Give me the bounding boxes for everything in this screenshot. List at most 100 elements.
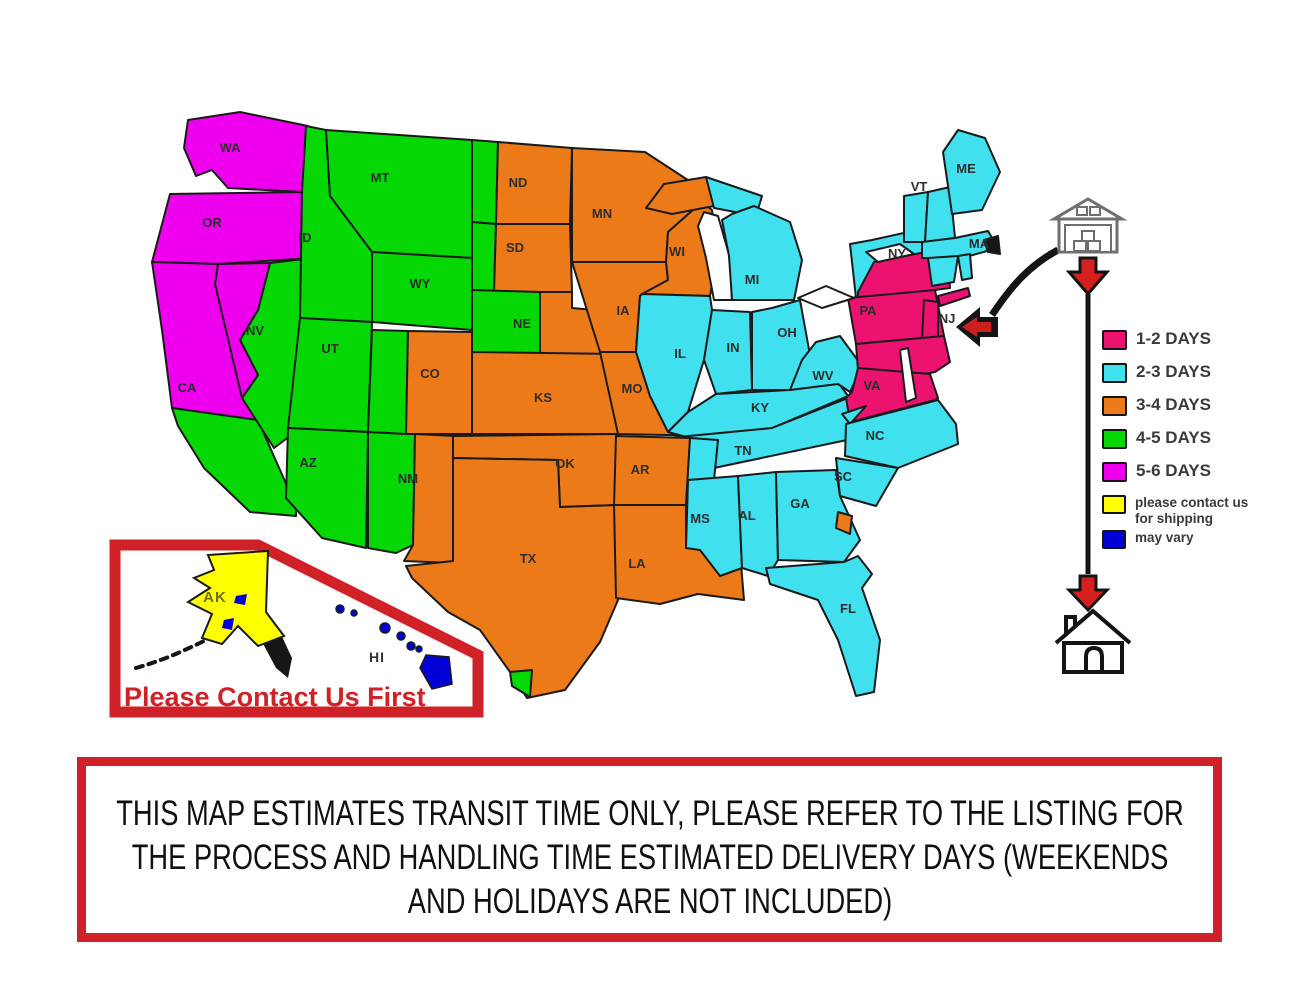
state-nd-e	[495, 141, 573, 225]
state-label-nd-e: ND	[509, 175, 528, 190]
state-label-ut: UT	[321, 341, 338, 356]
state-label-ne-w: NE	[513, 316, 531, 331]
state-label-ms: MS	[690, 511, 710, 526]
inset-border	[109, 539, 484, 718]
legend-item-4: 5-6 DAYS	[1102, 462, 1272, 482]
warehouse-box-right	[1087, 240, 1101, 252]
hawaii-island	[415, 645, 423, 653]
state-az	[285, 427, 369, 549]
hawaii-label: HI	[369, 649, 385, 665]
state-label-tn: TN	[734, 443, 751, 458]
state-wv	[789, 335, 863, 393]
alaska-lake-1	[234, 594, 247, 605]
state-label-wv: WV	[813, 368, 834, 383]
route-arrow	[956, 246, 1060, 347]
state-label-ia: IA	[617, 303, 631, 318]
state-label-in: IN	[727, 340, 740, 355]
state-label-vt: VT	[911, 179, 928, 194]
down-arrow-bottom-icon	[1065, 574, 1111, 613]
state-label-ga: GA	[790, 496, 810, 511]
state-label-nm-w: NM	[398, 471, 418, 486]
legend-label-4: 5-6 DAYS	[1136, 461, 1211, 480]
state-wy	[371, 251, 473, 331]
alaska-lake-2	[222, 618, 234, 630]
state-sd-e	[493, 223, 573, 293]
inset-box: AK HI Please Contact Us First	[109, 539, 484, 718]
route-arrow-curve	[989, 246, 1060, 317]
state-in	[703, 309, 753, 395]
state-nm-e	[403, 433, 456, 564]
state-va-tip	[841, 405, 867, 425]
house-icon	[1054, 608, 1132, 674]
state-label-id: ID	[299, 230, 312, 245]
state-label-mi: MI	[745, 272, 759, 287]
state-label-ok: OK	[555, 456, 575, 471]
down-arrow-top-icon	[1065, 256, 1111, 297]
warehouse-window-2	[1089, 206, 1101, 216]
state-label-nv-e: NV	[246, 323, 264, 338]
state-li	[937, 287, 971, 307]
hawaii-island	[350, 609, 358, 617]
state-label-ny: NY	[888, 246, 906, 261]
inset-note-text: Please Contact Us First	[124, 682, 426, 712]
hawaii-island	[379, 622, 391, 634]
state-me	[942, 129, 1001, 215]
legend-label-5: please contact us for shipping	[1135, 495, 1249, 526]
legend-swatch-1	[1102, 363, 1127, 383]
disclaimer-line-2: THE PROCESS AND HANDLING TIME ESTIMATED …	[131, 838, 1168, 877]
state-label-la: LA	[628, 556, 646, 571]
state-lake-mi	[697, 211, 733, 301]
state-ct	[927, 255, 959, 287]
legend-swatch-6	[1102, 530, 1126, 549]
hawaii-island	[406, 641, 416, 651]
legend-swatch-0	[1102, 330, 1127, 350]
state-sc	[835, 457, 899, 507]
state-label-az: AZ	[299, 455, 316, 470]
state-tx-tip	[509, 669, 533, 698]
hawaii-big-island	[419, 654, 453, 690]
hawaii-island	[335, 604, 345, 614]
state-mi	[721, 205, 803, 301]
left-arrow-fill	[962, 317, 991, 337]
state-label-al: AL	[738, 508, 755, 523]
legend-label-2: 3-4 DAYS	[1136, 395, 1211, 414]
aleutian-islands	[134, 637, 210, 670]
legend-item-1: 2-3 DAYS	[1102, 363, 1272, 383]
warehouse-window-1	[1076, 206, 1088, 216]
disclaimer-line-3: AND HOLIDAYS ARE NOT INCLUDED)	[407, 882, 892, 921]
state-fl	[765, 555, 881, 697]
state-wa	[183, 111, 309, 193]
state-label-mo: MO	[622, 381, 643, 396]
state-ar-w	[613, 435, 691, 506]
state-label-wi: WI	[669, 244, 685, 259]
warehouse-icon	[1048, 197, 1128, 254]
state-labels-layer: WA OR CA NV ID MT WY UT AZ NM CO ND SD NE KS OK TX MN IA MO…	[178, 140, 990, 616]
legend-item-0: 1-2 DAYS	[1102, 330, 1272, 350]
state-chesapeake	[899, 347, 917, 403]
legend-label-1: 2-3 DAYS	[1136, 362, 1211, 381]
state-label-pa: PA	[859, 303, 877, 318]
state-co-e	[405, 330, 473, 435]
warehouse-box-top	[1081, 230, 1095, 242]
legend-swatch-5	[1102, 495, 1126, 514]
disclaimer-line-1: THIS MAP ESTIMATES TRANSIT TIME ONLY, PL…	[115, 794, 1184, 833]
state-label-nj: NJ	[939, 311, 956, 326]
state-label-oh: OH	[777, 325, 797, 340]
state-label-wy: WY	[410, 276, 431, 291]
warehouse-box-left	[1073, 240, 1087, 252]
state-nc	[844, 399, 959, 469]
state-label-ca-n: CA	[178, 380, 197, 395]
state-label-fl: FL	[840, 601, 856, 616]
state-label-co-e: CO	[420, 366, 440, 381]
state-tx	[405, 457, 619, 699]
hawaii-islands	[335, 604, 453, 690]
disclaimer-box: THIS MAP ESTIMATES TRANSIT TIME ONLY, PL…	[77, 757, 1222, 942]
alaska-label: AK	[203, 589, 227, 606]
state-nv-w	[214, 262, 271, 399]
legend-swatch-2	[1102, 396, 1127, 416]
legend-swatch-4	[1102, 462, 1127, 482]
state-co-w	[367, 329, 409, 435]
state-label-ky: KY	[751, 400, 769, 415]
state-al	[737, 471, 779, 577]
